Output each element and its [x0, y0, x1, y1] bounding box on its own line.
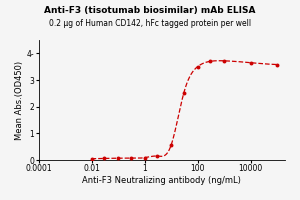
- Point: [142, 156, 147, 159]
- X-axis label: Anti-F3 Neutralizing antibody (ng/mL): Anti-F3 Neutralizing antibody (ng/mL): [82, 176, 241, 185]
- Point: [222, 59, 226, 62]
- Point: [102, 157, 106, 160]
- Point: [116, 157, 121, 160]
- Point: [128, 157, 133, 160]
- Point: [248, 61, 253, 64]
- Point: [89, 157, 94, 160]
- Point: [169, 144, 173, 147]
- Text: Anti-F3 (tisotumab biosimilar) mAb ELISA: Anti-F3 (tisotumab biosimilar) mAb ELISA: [44, 6, 256, 15]
- Point: [208, 60, 213, 63]
- Y-axis label: Mean Abs.(OD450): Mean Abs.(OD450): [15, 60, 24, 140]
- Point: [155, 154, 160, 158]
- Point: [274, 63, 279, 66]
- Point: [195, 65, 200, 68]
- Point: [181, 92, 186, 95]
- Text: 0.2 μg of Human CD142, hFc tagged protein per well: 0.2 μg of Human CD142, hFc tagged protei…: [49, 19, 251, 28]
